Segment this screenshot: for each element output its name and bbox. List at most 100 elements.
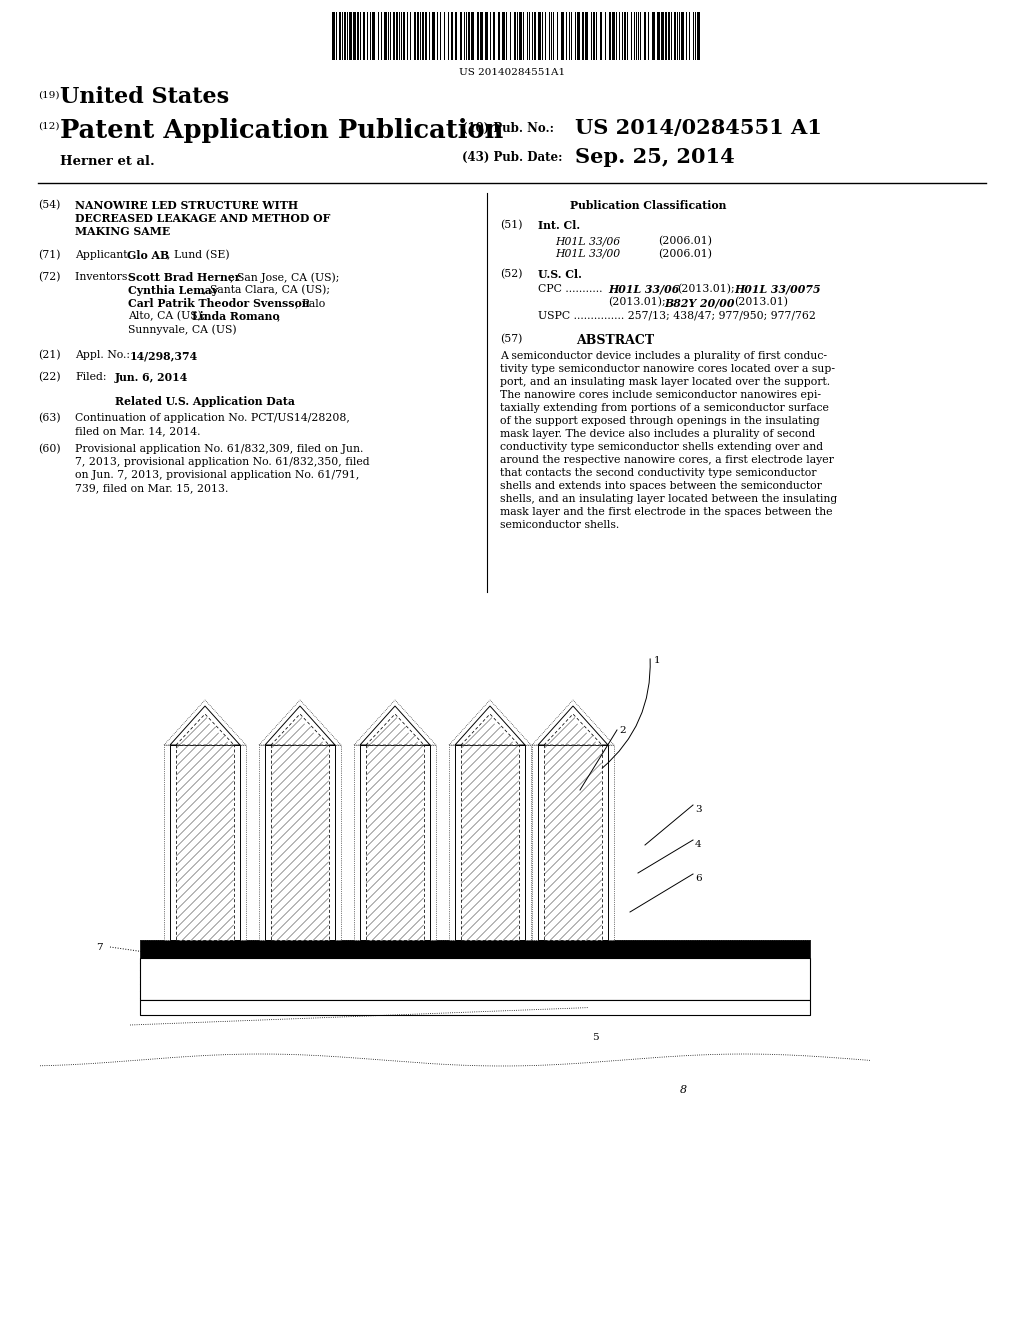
Text: US 20140284551A1: US 20140284551A1 xyxy=(459,69,565,77)
Text: (57): (57) xyxy=(500,334,522,345)
Text: (22): (22) xyxy=(38,372,60,383)
Bar xyxy=(259,744,341,940)
Bar xyxy=(451,12,453,59)
Bar xyxy=(393,12,395,59)
Bar xyxy=(353,12,356,59)
Bar xyxy=(449,744,531,940)
Text: Jun. 6, 2014: Jun. 6, 2014 xyxy=(115,372,188,383)
Text: (54): (54) xyxy=(38,201,60,210)
Text: , San Jose, CA (US);: , San Jose, CA (US); xyxy=(230,272,339,282)
Bar xyxy=(519,12,522,59)
Bar xyxy=(502,12,505,59)
Bar xyxy=(417,12,419,59)
Bar xyxy=(362,12,365,59)
Bar xyxy=(403,12,406,59)
Text: Continuation of application No. PCT/US14/28208,: Continuation of application No. PCT/US14… xyxy=(75,413,350,422)
Bar xyxy=(460,12,462,59)
Bar xyxy=(176,744,234,940)
Text: (21): (21) xyxy=(38,350,60,360)
Bar xyxy=(644,12,646,59)
Text: US 2014/0284551 A1: US 2014/0284551 A1 xyxy=(575,117,822,139)
Text: Glo AB: Glo AB xyxy=(127,249,169,261)
Bar xyxy=(514,12,516,59)
Text: CPC ...........: CPC ........... xyxy=(538,284,602,294)
Text: 3: 3 xyxy=(695,805,701,814)
Text: Appl. No.:: Appl. No.: xyxy=(75,350,133,360)
Polygon shape xyxy=(532,700,614,744)
Text: (12): (12) xyxy=(38,121,59,131)
Text: shells, and an insulating layer located between the insulating: shells, and an insulating layer located … xyxy=(500,494,838,504)
Bar xyxy=(271,744,329,940)
Text: (2013.01);: (2013.01); xyxy=(608,297,666,308)
Bar xyxy=(357,12,359,59)
Text: 739, filed on Mar. 15, 2013.: 739, filed on Mar. 15, 2013. xyxy=(75,483,228,492)
Text: ABSTRACT: ABSTRACT xyxy=(575,334,654,347)
Bar xyxy=(609,12,611,59)
Text: mask layer. The device also includes a plurality of second: mask layer. The device also includes a p… xyxy=(500,429,815,440)
Polygon shape xyxy=(455,706,525,744)
Text: Alto, CA (US);: Alto, CA (US); xyxy=(128,312,209,321)
Bar xyxy=(339,12,341,59)
Bar xyxy=(593,12,595,59)
Bar xyxy=(493,12,495,59)
Bar xyxy=(140,940,810,958)
Text: 1: 1 xyxy=(654,656,660,665)
Text: (10) Pub. No.:: (10) Pub. No.: xyxy=(462,121,554,135)
Polygon shape xyxy=(449,700,531,744)
Text: (52): (52) xyxy=(500,269,522,280)
Bar xyxy=(471,12,474,59)
Bar xyxy=(624,12,626,59)
Text: around the respective nanowire cores, a first electrode layer: around the respective nanowire cores, a … xyxy=(500,455,834,465)
Bar xyxy=(432,12,435,59)
Text: 4: 4 xyxy=(695,840,701,849)
Text: Filed:: Filed: xyxy=(75,372,106,381)
Text: H01L 33/06: H01L 33/06 xyxy=(555,236,621,246)
Text: (63): (63) xyxy=(38,413,60,424)
Text: semiconductor shells.: semiconductor shells. xyxy=(500,520,620,531)
Bar xyxy=(140,958,810,1001)
Polygon shape xyxy=(544,714,602,744)
Text: Int. Cl.: Int. Cl. xyxy=(538,220,581,231)
Bar xyxy=(349,12,352,59)
Bar xyxy=(652,12,655,59)
Text: Linda Romano: Linda Romano xyxy=(193,312,280,322)
Bar xyxy=(384,12,387,59)
Text: conductivity type semiconductor shells extending over and: conductivity type semiconductor shells e… xyxy=(500,442,823,451)
Text: Sep. 25, 2014: Sep. 25, 2014 xyxy=(575,147,735,168)
Text: 8: 8 xyxy=(680,1085,687,1096)
Bar xyxy=(561,12,564,59)
Text: United States: United States xyxy=(60,86,229,108)
Polygon shape xyxy=(176,714,234,744)
Text: (43) Pub. Date:: (43) Pub. Date: xyxy=(462,150,562,164)
Bar xyxy=(366,744,424,940)
Text: Cynthia Lemay: Cynthia Lemay xyxy=(128,285,218,296)
Bar xyxy=(582,12,584,59)
Polygon shape xyxy=(164,700,246,744)
Bar xyxy=(360,744,430,940)
Bar xyxy=(170,744,240,940)
Bar xyxy=(344,12,346,59)
Bar xyxy=(372,12,375,59)
Text: Patent Application Publication: Patent Application Publication xyxy=(60,117,504,143)
Bar xyxy=(422,12,424,59)
Text: H01L 33/06: H01L 33/06 xyxy=(608,284,679,294)
Text: taxially extending from portions of a semiconductor surface: taxially extending from portions of a se… xyxy=(500,403,828,413)
Text: (19): (19) xyxy=(38,91,59,100)
Text: DECREASED LEAKAGE AND METHOD OF: DECREASED LEAKAGE AND METHOD OF xyxy=(75,213,331,224)
Text: (2006.01): (2006.01) xyxy=(658,249,712,259)
Bar xyxy=(332,12,335,59)
Polygon shape xyxy=(461,714,519,744)
Bar xyxy=(354,744,436,940)
Text: port, and an insulating mask layer located over the support.: port, and an insulating mask layer locat… xyxy=(500,378,830,387)
Bar xyxy=(468,12,470,59)
Text: mask layer and the first electrode in the spaces between the: mask layer and the first electrode in th… xyxy=(500,507,833,517)
Polygon shape xyxy=(360,706,430,744)
Text: Publication Classification: Publication Classification xyxy=(570,201,726,211)
Text: Carl Patrik Theodor Svensson: Carl Patrik Theodor Svensson xyxy=(128,298,309,309)
Text: ,: , xyxy=(278,312,281,321)
Text: Applicant:: Applicant: xyxy=(75,249,134,260)
Bar xyxy=(477,12,479,59)
Polygon shape xyxy=(265,706,335,744)
Polygon shape xyxy=(366,714,424,744)
Bar xyxy=(538,744,608,940)
